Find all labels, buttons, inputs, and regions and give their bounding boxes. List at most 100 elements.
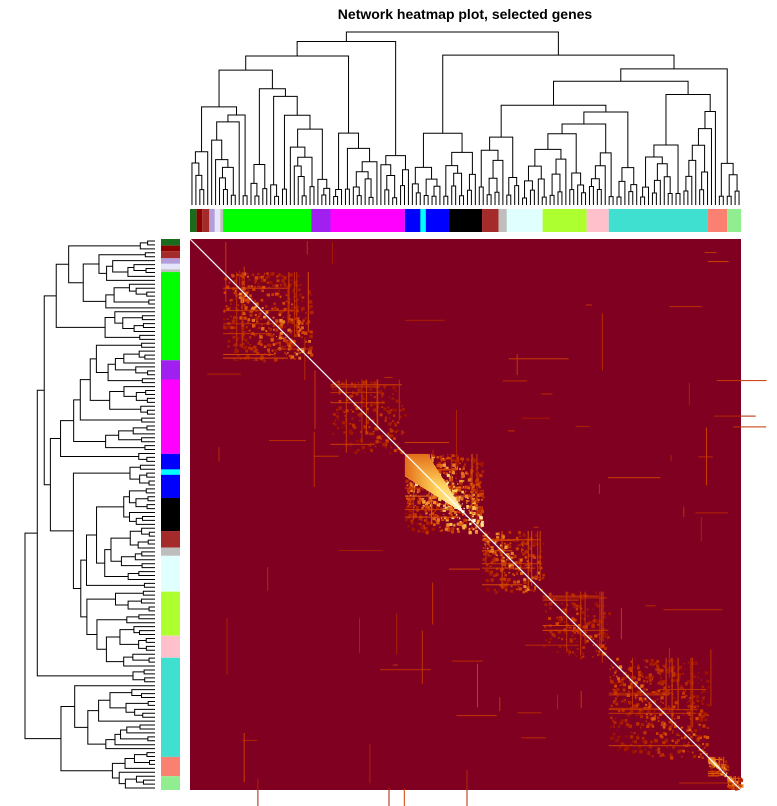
- heat-cell: [660, 682, 664, 686]
- heat-cell: [290, 319, 293, 322]
- heat-streak: [330, 402, 385, 404]
- heat-cell: [532, 556, 534, 558]
- heat-cell: [332, 433, 334, 436]
- heat-cell: [477, 484, 480, 487]
- heat-cell: [265, 305, 268, 308]
- heat-cell: [459, 521, 462, 524]
- left-dendrogram-branch: [98, 254, 146, 274]
- heat-cell: [573, 618, 577, 622]
- heat-noise: [663, 609, 723, 611]
- heat-cell: [637, 677, 641, 681]
- heat-streak: [330, 384, 402, 386]
- heat-cell: [405, 485, 408, 487]
- heat-cell: [539, 566, 543, 570]
- left-dendrogram-branch: [148, 657, 155, 663]
- heat-cell: [613, 682, 618, 686]
- heat-cell: [428, 496, 431, 499]
- heat-cell: [411, 527, 415, 531]
- heat-cell: [670, 726, 672, 728]
- top-dendrogram-branch: [309, 186, 315, 205]
- heat-cell: [513, 583, 516, 586]
- heat-cell: [451, 491, 455, 495]
- heat-cell: [461, 490, 464, 494]
- heat-cell: [575, 608, 578, 611]
- heat-cell: [667, 667, 670, 670]
- heat-cell: [640, 727, 642, 729]
- heat-cell: [442, 457, 444, 460]
- left-dendrogram-branch: [89, 358, 110, 401]
- heat-noise: [601, 313, 603, 371]
- heat-cell: [379, 441, 382, 443]
- heat-cell: [421, 506, 424, 509]
- heat-cell: [668, 685, 670, 688]
- heat-cell: [435, 514, 436, 515]
- heat-cell: [446, 456, 450, 460]
- top-dendrogram-branch: [333, 196, 339, 205]
- heat-cell: [267, 281, 270, 284]
- heat-noise: [384, 376, 393, 378]
- heat-cell: [447, 481, 450, 484]
- heat-cell: [247, 321, 250, 324]
- heat-cell: [390, 434, 394, 438]
- top-dendrogram-branch: [344, 188, 350, 205]
- heat-cell: [604, 632, 606, 634]
- heat-cell: [656, 660, 660, 663]
- heat-cell: [513, 554, 517, 558]
- heat-cell: [632, 677, 635, 680]
- heat-cell: [495, 572, 499, 576]
- heat-cell: [411, 522, 414, 525]
- heat-cell: [404, 519, 407, 521]
- heat-noise: [226, 618, 228, 675]
- left-dendrogram-branch: [107, 363, 143, 382]
- left-dendrogram-branch: [135, 366, 155, 374]
- top-dendrogram-branch: [289, 146, 306, 205]
- heat-streak: [665, 657, 667, 708]
- heat-cell: [699, 728, 701, 730]
- heat-cell: [251, 273, 255, 277]
- heat-noise: [601, 654, 603, 663]
- heat-cell: [490, 578, 494, 582]
- heat-cell: [695, 695, 700, 699]
- heat-cell: [680, 737, 683, 740]
- heat-cell: [612, 666, 614, 669]
- heat-cell: [370, 442, 372, 444]
- heat-cell: [239, 316, 243, 320]
- heat-cell: [241, 337, 244, 340]
- heat-cell: [252, 324, 256, 328]
- left-dendrogram-branch: [123, 656, 155, 667]
- heat-cell: [532, 554, 535, 557]
- top-dendrogram-branch: [215, 159, 229, 205]
- heat-cell: [429, 513, 432, 516]
- left-dendrogram-branch: [144, 677, 155, 683]
- heat-cell: [233, 358, 237, 361]
- top-dendrogram-branch: [442, 54, 675, 134]
- heat-cell: [477, 513, 481, 517]
- heat-cell: [673, 660, 675, 662]
- heat-cell: [299, 293, 303, 297]
- top-dendrogram-branch: [364, 178, 372, 205]
- heat-cell: [299, 321, 302, 324]
- heat-cell: [416, 488, 421, 493]
- heat-cell: [423, 524, 426, 526]
- heat-cell: [504, 588, 508, 592]
- heat-cell: [381, 395, 384, 398]
- heat-cell: [433, 514, 438, 518]
- heat-cell: [264, 340, 266, 342]
- heat-cell: [459, 517, 461, 519]
- heat-cell: [455, 514, 458, 516]
- left-dendrogram-branch: [148, 606, 155, 612]
- top-dendrogram-branch: [301, 195, 307, 205]
- heat-noise: [276, 348, 312, 350]
- heat-cell: [690, 730, 693, 733]
- heat-cell: [439, 500, 441, 502]
- heat-cell: [276, 275, 279, 278]
- left-dendrogram-branch: [139, 724, 155, 730]
- heat-streak: [584, 591, 586, 645]
- heat-cell: [682, 749, 685, 753]
- heat-streak: [707, 775, 719, 777]
- heat-cell: [291, 307, 293, 309]
- heat-cell: [726, 768, 730, 772]
- heat-cell: [234, 321, 236, 323]
- left-dendrogram-branch: [142, 590, 155, 596]
- heat-cell: [263, 272, 266, 275]
